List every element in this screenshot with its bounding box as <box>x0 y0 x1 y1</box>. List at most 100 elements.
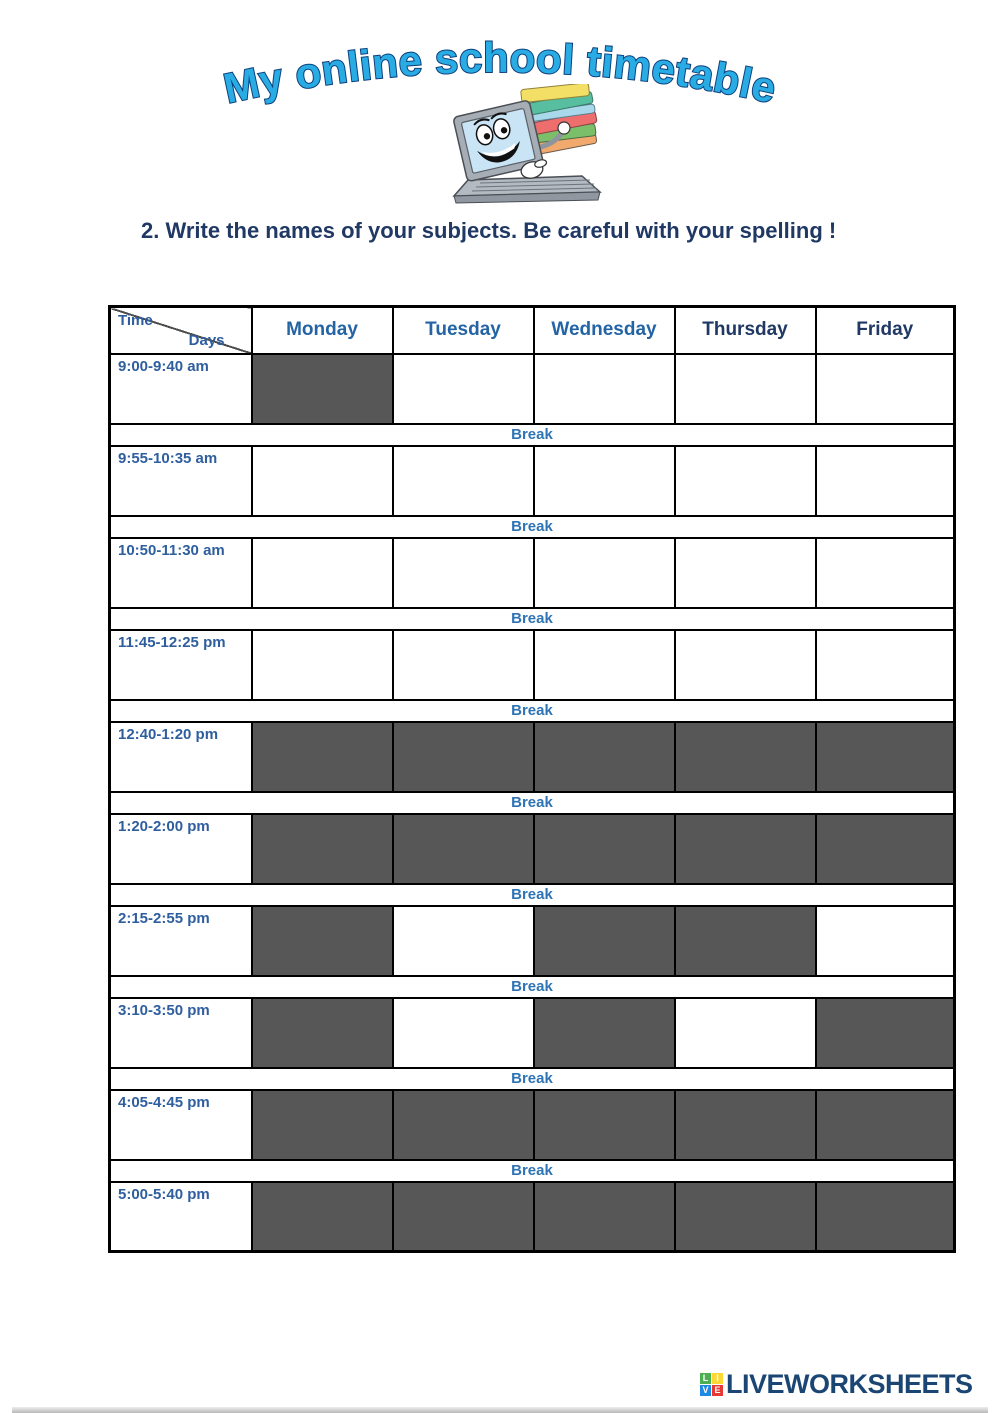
blocked-cell <box>391 812 535 885</box>
period-row: 9:00-9:40 am <box>108 352 956 425</box>
time-label: 2:15-2:55 pm <box>108 904 253 977</box>
break-label: Break <box>108 515 956 538</box>
subject-input-cell[interactable] <box>391 628 535 701</box>
subject-input-cell[interactable] <box>532 628 676 701</box>
subject-input-cell[interactable] <box>814 628 956 701</box>
blocked-cell <box>250 720 394 793</box>
logo-square-v: V <box>700 1385 711 1396</box>
subject-input-cell[interactable] <box>532 444 676 517</box>
subject-input-cell[interactable] <box>673 536 817 609</box>
time-label: 3:10-3:50 pm <box>108 996 253 1069</box>
break-row: Break <box>108 423 956 446</box>
day-header-wednesday: Wednesday <box>532 305 676 355</box>
instruction-heading: 2. Write the names of your subjects. Be … <box>141 218 837 243</box>
break-row: Break <box>108 607 956 630</box>
day-header-thursday: Thursday <box>673 305 817 355</box>
laptop-books-icon <box>452 82 602 204</box>
time-label: 12:40-1:20 pm <box>108 720 253 793</box>
subject-input-cell[interactable] <box>391 996 535 1069</box>
subject-input-cell[interactable] <box>391 352 535 425</box>
blocked-cell <box>814 1088 956 1161</box>
timetable: Time Days Monday Tuesday Wednesday Thursday… <box>108 305 956 1253</box>
subject-input-cell[interactable] <box>532 352 676 425</box>
subject-input-cell[interactable] <box>814 444 956 517</box>
break-label: Break <box>108 1067 956 1090</box>
break-label: Break <box>108 699 956 722</box>
subject-input-cell[interactable] <box>250 536 394 609</box>
time-label: 5:00-5:40 pm <box>108 1180 253 1253</box>
corner-time-label: Time <box>118 312 153 329</box>
time-label: 11:45-12:25 pm <box>108 628 253 701</box>
subject-input-cell[interactable] <box>673 352 817 425</box>
blocked-cell <box>532 1180 676 1253</box>
subject-input-cell[interactable] <box>532 536 676 609</box>
time-label: 4:05-4:45 pm <box>108 1088 253 1161</box>
timetable-header-row: Time Days Monday Tuesday Wednesday Thursday… <box>108 305 956 355</box>
blocked-cell <box>532 1088 676 1161</box>
blocked-cell <box>250 1088 394 1161</box>
time-label: 9:55-10:35 am <box>108 444 253 517</box>
period-row: 3:10-3:50 pm <box>108 996 956 1069</box>
break-label: Break <box>108 607 956 630</box>
period-row: 1:20-2:00 pm <box>108 812 956 885</box>
corner-days-label: Days <box>188 331 225 349</box>
time-label: 1:20-2:00 pm <box>108 812 253 885</box>
blocked-cell <box>673 720 817 793</box>
blocked-cell <box>532 720 676 793</box>
break-label: Break <box>108 975 956 998</box>
break-row: Break <box>108 515 956 538</box>
time-label: 9:00-9:40 am <box>108 352 253 425</box>
day-header-monday: Monday <box>250 305 394 355</box>
blocked-cell <box>814 720 956 793</box>
break-label: Break <box>108 883 956 906</box>
blocked-cell <box>391 720 535 793</box>
blocked-cell <box>532 812 676 885</box>
break-label: Break <box>108 423 956 446</box>
period-row: 12:40-1:20 pm <box>108 720 956 793</box>
period-row: 2:15-2:55 pm <box>108 904 956 977</box>
blocked-cell <box>532 904 676 977</box>
blocked-cell <box>814 1180 956 1253</box>
subject-input-cell[interactable] <box>814 536 956 609</box>
logo-square-i: I <box>712 1373 723 1384</box>
subject-input-cell[interactable] <box>391 904 535 977</box>
laptop-books-illustration <box>440 82 620 204</box>
title-arc-svg: My online school timetable <box>218 33 781 113</box>
subject-input-cell[interactable] <box>814 904 956 977</box>
logo-square-e: E <box>712 1385 723 1396</box>
blocked-cell <box>673 812 817 885</box>
blocked-cell <box>250 1180 394 1253</box>
time-label: 10:50-11:30 am <box>108 536 253 609</box>
subject-input-cell[interactable] <box>250 444 394 517</box>
period-row: 10:50-11:30 am <box>108 536 956 609</box>
corner-cell: Time Days <box>108 305 253 355</box>
subject-input-cell[interactable] <box>391 444 535 517</box>
subject-input-cell[interactable] <box>673 444 817 517</box>
break-row: Break <box>108 699 956 722</box>
worksheet-title: My online school timetable <box>170 16 830 136</box>
blocked-cell <box>250 352 394 425</box>
period-row: 5:00-5:40 pm <box>108 1180 956 1253</box>
break-row: Break <box>108 975 956 998</box>
blocked-cell <box>391 1180 535 1253</box>
subject-input-cell[interactable] <box>814 352 956 425</box>
logo-square-l: L <box>700 1373 711 1384</box>
blocked-cell <box>532 996 676 1069</box>
period-row: 9:55-10:35 am <box>108 444 956 517</box>
subject-input-cell[interactable] <box>673 628 817 701</box>
period-row: 4:05-4:45 pm <box>108 1088 956 1161</box>
page-bottom-edge <box>12 1407 988 1413</box>
subject-input-cell[interactable] <box>673 996 817 1069</box>
blocked-cell <box>814 812 956 885</box>
break-label: Break <box>108 1159 956 1182</box>
blocked-cell <box>391 1088 535 1161</box>
blocked-cell <box>250 812 394 885</box>
subject-input-cell[interactable] <box>391 536 535 609</box>
blocked-cell <box>673 1180 817 1253</box>
blocked-cell <box>673 904 817 977</box>
break-row: Break <box>108 883 956 906</box>
subject-input-cell[interactable] <box>250 628 394 701</box>
